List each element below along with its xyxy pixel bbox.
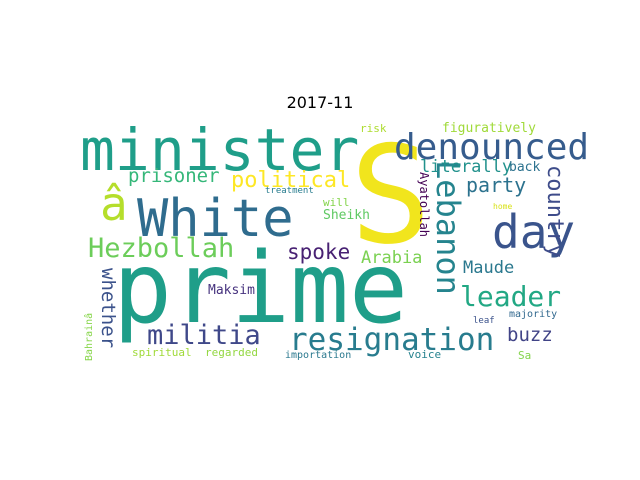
word-22: figuratively [442,121,536,136]
word-33: Sa [518,349,531,362]
word-26: Maksim [208,283,255,298]
cloud-background [80,118,580,368]
word-16: spoke [287,240,350,264]
word-25: back [509,160,540,175]
word-9: militia [147,320,261,351]
word-24: Sheikh [323,208,370,223]
word-13: prisoner [128,165,220,187]
word-37: importation [285,350,351,361]
word-8: resignation [289,322,494,358]
word-20: Maude [463,258,514,278]
word-35: spiritual [132,346,192,359]
word-19: whether [97,268,119,348]
word-11: Lebanon [429,160,467,295]
word-3: White [137,189,294,249]
word-5: day [492,205,575,259]
word-38: voice [408,348,441,361]
word-27: will [323,196,350,209]
word-12: political [231,168,350,193]
word-32: leaf [473,316,495,326]
word-7: Hezbollah [88,233,234,264]
word-21: literally [420,157,512,177]
word-34: Bahrainâ [83,313,95,361]
word-23: Ayatollah [417,172,431,237]
word-1: S [350,117,431,274]
word-17: Arabia [361,248,422,268]
chart-title: 2017-11 [286,93,354,112]
word-10: leader [460,280,561,313]
word-18: buzz [507,324,553,346]
word-2: minister [80,116,359,184]
word-6: denounced [394,127,589,168]
word-15: country [542,165,567,258]
word-36: regarded [205,346,258,359]
word-4: â [100,177,128,231]
word-31: majority [509,309,557,320]
word-0: prime [113,232,408,346]
word-30: home [493,202,512,211]
word-14: party [466,173,526,197]
word-28: risk [360,122,387,135]
word-29: treatment [265,186,314,196]
